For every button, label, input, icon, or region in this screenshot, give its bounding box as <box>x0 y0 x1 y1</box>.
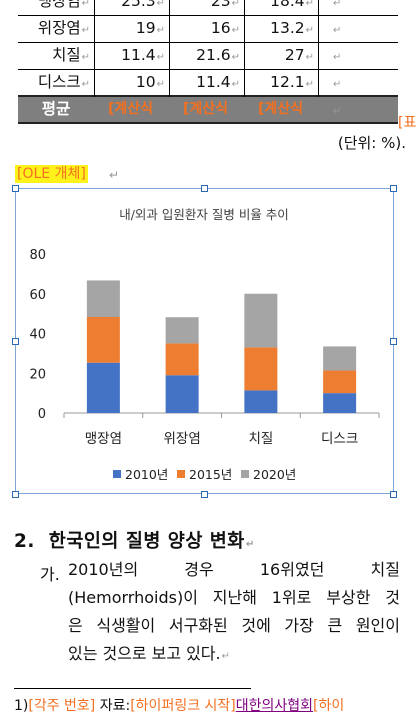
section-heading: 2. 한국인의 질병 양상 변화↵ <box>14 531 255 552</box>
y-tick-label: 80 <box>29 248 46 263</box>
value-cell[interactable]: 12.1↵ <box>270 73 314 91</box>
footnote: 1)[각주 번호] 자료:[하이퍼링크 시작]대한의사협회[하이 <box>14 698 345 714</box>
chart-title: 내/외과 입원환자 질병 비율 추이 <box>119 207 289 222</box>
source-link[interactable]: 대한의사협회 <box>235 698 314 714</box>
bar-segment <box>323 370 357 394</box>
value-cell[interactable]: 19↵ <box>135 19 165 37</box>
table-divider <box>169 0 170 97</box>
table-row: 위장염↵ 19↵ 16↵ 13.2↵ ↵ <box>18 15 398 42</box>
paragraph-line: 있는 것으로 보고 있다.↵ <box>68 644 230 663</box>
row-border <box>18 42 398 43</box>
table-row: 치질↵ 11.4↵ 21.6↵ 27↵ ↵ <box>18 42 398 69</box>
value-cell[interactable]: 11.4↵ <box>196 73 240 91</box>
average-2010[interactable]: [계산식 <box>108 101 154 117</box>
bar-segment <box>323 346 357 371</box>
paragraph-mark: ↵ <box>333 79 342 90</box>
paragraph-line: (Hemorrhoids)이 지난해 1위로 부상한 것 <box>68 588 400 607</box>
value-cell[interactable]: 13.2↵ <box>270 19 314 37</box>
legend-label: 2010년 <box>125 467 168 482</box>
value-cell[interactable]: 21.6↵ <box>196 46 240 64</box>
bar-segment <box>244 390 278 413</box>
y-tick-label: 20 <box>29 367 46 382</box>
bar-segment <box>86 362 120 413</box>
bar-segment <box>165 375 199 413</box>
paragraph-mark: ↵ <box>333 0 342 9</box>
average-2020[interactable]: [계산식 <box>258 101 304 117</box>
disease-name-cell[interactable]: 맹장염↵ <box>37 0 90 10</box>
resize-handle[interactable] <box>390 338 397 345</box>
x-tick-label: 치질 <box>248 431 273 447</box>
average-2015[interactable]: [계산식 <box>183 101 229 117</box>
value-cell[interactable]: 10↵ <box>135 73 165 91</box>
legend-label: 2020년 <box>253 467 296 482</box>
paragraph-mark: ↵ <box>333 25 342 36</box>
value-cell[interactable]: 25.3↵ <box>121 0 165 10</box>
x-tick-label: 위장염 <box>163 431 200 447</box>
x-tick-label: 디스크 <box>321 431 358 447</box>
disease-name-cell[interactable]: 디스크↵ <box>37 73 90 91</box>
resize-handle[interactable] <box>12 185 19 192</box>
bar-segment <box>165 317 199 344</box>
disease-name-cell[interactable]: 치질↵ <box>52 46 90 64</box>
table-caption-tag: [표 <box>398 115 416 131</box>
resize-handle[interactable] <box>201 491 208 498</box>
value-cell[interactable]: 23↵ <box>210 0 240 10</box>
bar-segment <box>165 343 199 376</box>
table-row: 맹장염↵ 25.3↵ 23↵ 18.4↵ ↵ <box>18 0 398 15</box>
footnote-separator <box>14 688 251 689</box>
y-tick-label: 40 <box>29 328 46 343</box>
table-divider <box>318 0 319 97</box>
value-cell[interactable]: 27↵ <box>284 46 314 64</box>
paragraph-mark: ↵ <box>109 168 120 182</box>
x-tick-label: 맹장염 <box>85 431 122 447</box>
bar-segment <box>86 317 120 363</box>
average-label: 평균 <box>41 100 71 118</box>
legend-label: 2015년 <box>189 467 232 482</box>
paragraph-line: 은 식생활이 서구화된 것에 가장 큰 원인이 <box>68 616 400 635</box>
table-divider <box>244 0 245 97</box>
row-border <box>18 15 398 16</box>
legend-swatch <box>241 470 249 478</box>
legend-swatch <box>113 470 121 478</box>
bar-segment <box>86 280 120 318</box>
stacked-bar-chart: 내/외과 입원환자 질병 비율 추이 0 20 40 60 80 맹장염 위장염 치질 디스크 20… <box>29 207 380 482</box>
resize-handle[interactable] <box>12 338 19 345</box>
bar-segment <box>244 347 278 391</box>
resize-handle[interactable] <box>12 491 19 498</box>
value-cell[interactable]: 11.4↵ <box>121 46 165 64</box>
average-row: 평균 [계산식 [계산식 [계산식 ↵ <box>18 95 398 124</box>
paragraph-mark: ↵ <box>333 52 342 63</box>
value-cell[interactable]: 16↵ <box>210 19 240 37</box>
paragraph-mark: ↵ <box>333 106 342 117</box>
chart-object[interactable]: 내/외과 입원환자 질병 비율 추이 0 20 40 60 80 맹장염 위장염 치질 디스크 20… <box>15 188 394 494</box>
y-tick-label: 60 <box>29 288 46 303</box>
table-row: 디스크↵ 10↵ 11.4↵ 12.1↵ ↵ <box>18 69 398 96</box>
bar-segment <box>244 293 278 348</box>
resize-handle[interactable] <box>201 185 208 192</box>
table-divider <box>94 0 95 97</box>
row-border <box>18 69 398 70</box>
resize-handle[interactable] <box>390 185 397 192</box>
item-marker: 가. <box>40 565 60 584</box>
legend-swatch <box>177 470 185 478</box>
paragraph-line: 2010년의 경우 16위였던 치질 <box>68 560 400 579</box>
bar-segment <box>323 393 357 413</box>
resize-handle[interactable] <box>390 491 397 498</box>
value-cell[interactable]: 18.4↵ <box>270 0 314 10</box>
y-tick-label: 0 <box>38 407 46 422</box>
disease-name-cell[interactable]: 위장염↵ <box>37 19 90 37</box>
ole-object-tag[interactable]: [OLE 개체] <box>15 165 88 183</box>
unit-note: (단위: %). <box>337 134 406 152</box>
